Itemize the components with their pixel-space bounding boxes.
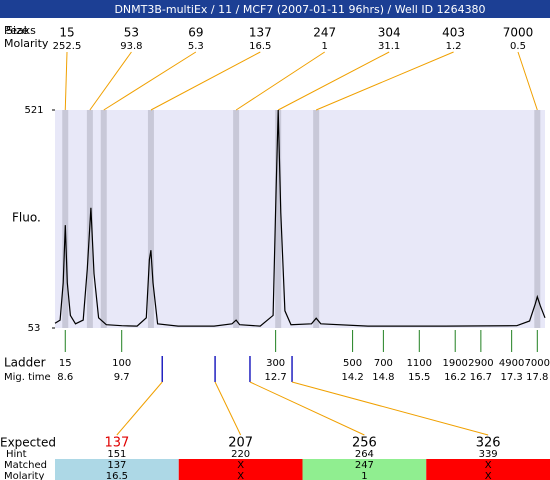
expected-size: 326: [476, 436, 501, 451]
expected-connector: [214, 381, 242, 436]
row-label: Size: [6, 24, 29, 37]
expected-size: 137: [104, 436, 129, 451]
peak-size: 304: [378, 26, 401, 40]
hint: 264: [355, 449, 374, 460]
ladder-size: 2900: [468, 358, 493, 369]
expected-connector: [249, 381, 365, 436]
peak-connector: [235, 51, 325, 111]
match-cell: [178, 459, 303, 480]
ladder-size: 100: [112, 358, 131, 369]
peak-connector: [277, 51, 390, 111]
y-tick-label: 53: [28, 323, 41, 334]
expected-connector: [291, 381, 489, 436]
ladder-time: 9.7: [114, 372, 130, 383]
peak-size: 7000: [503, 26, 534, 40]
peak-connector: [315, 51, 454, 111]
ladder-time: 17.8: [526, 372, 548, 383]
peak-molarity: 16.5: [249, 41, 271, 52]
ladder-time: 14.8: [372, 372, 394, 383]
title-bar: [0, 0, 550, 18]
peak-size: 137: [249, 26, 272, 40]
plot-area: [55, 110, 545, 328]
peak-band: [534, 110, 541, 328]
matched-molarity: X: [237, 471, 244, 480]
matched-molarity: 16.5: [106, 471, 128, 480]
matched-molarity: 1: [361, 471, 367, 480]
peak-molarity: 1: [322, 41, 328, 52]
peak-size: 15: [59, 26, 74, 40]
peak-molarity: 31.1: [378, 41, 400, 52]
peak-size: 403: [442, 26, 465, 40]
row-label: Peaks: [4, 24, 36, 37]
ladder-time: 16.2: [444, 372, 466, 383]
y-axis-label: Fluo.: [12, 211, 41, 225]
peak-connector: [517, 51, 538, 111]
trace: [54, 109, 546, 327]
ladder-time: 8.6: [57, 372, 73, 383]
y-tick-label: 521: [24, 105, 43, 116]
ladder-time: 12.7: [264, 372, 286, 383]
hint: 339: [479, 449, 498, 460]
peak-band: [100, 110, 107, 328]
match-cell: [426, 459, 550, 480]
row-label: Matched: [4, 460, 47, 471]
ladder-size: 4900: [499, 358, 524, 369]
hint: 220: [231, 449, 250, 460]
row-label: Ladder: [4, 356, 46, 370]
expected-connector: [116, 381, 163, 436]
ladder-size: 7000: [525, 358, 550, 369]
matched: X: [485, 460, 492, 471]
matched: X: [237, 460, 244, 471]
ladder-size: 500: [343, 358, 362, 369]
row-label: Expected: [0, 436, 56, 450]
ladder-size: 1100: [407, 358, 432, 369]
ladder-time: 14.2: [341, 372, 363, 383]
hint: 151: [107, 449, 126, 460]
row-label: Mig. time: [4, 372, 51, 383]
peak-size: 53: [124, 26, 139, 40]
ladder-size: 700: [374, 358, 393, 369]
row-label: Hint: [6, 449, 27, 460]
ladder-size: 15: [59, 358, 72, 369]
peak-band: [313, 110, 320, 328]
peak-connector: [103, 51, 197, 111]
ladder-time: 15.5: [408, 372, 430, 383]
row-label: Molarity: [4, 471, 44, 480]
peak-molarity: 0.5: [510, 41, 526, 52]
match-cell: [302, 459, 427, 480]
peak-connector: [64, 51, 68, 111]
peak-molarity: 252.5: [53, 41, 82, 52]
peak-size: 247: [313, 26, 336, 40]
peak-connector: [89, 51, 132, 111]
matched: 247: [355, 460, 374, 471]
ladder-time: 16.7: [470, 372, 492, 383]
ladder-size: 1900: [442, 358, 467, 369]
matched-molarity: X: [485, 471, 492, 480]
title: DNMT3B-multiEx / 11 / MCF7 (2007-01-11 9…: [114, 3, 485, 16]
peak-band: [233, 110, 240, 328]
peak-molarity: 93.8: [120, 41, 142, 52]
peak-molarity: 5.3: [188, 41, 204, 52]
peak-size: 69: [188, 26, 203, 40]
ladder-time: 17.3: [501, 372, 523, 383]
peak-band: [62, 110, 69, 328]
ladder-size: 300: [266, 358, 285, 369]
peak-band: [147, 110, 154, 328]
peak-molarity: 1.2: [446, 41, 462, 52]
expected-size: 207: [228, 436, 253, 451]
peak-connector: [150, 51, 261, 111]
peak-band: [275, 110, 282, 328]
expected-size: 256: [352, 436, 377, 451]
match-cell: [55, 459, 179, 480]
matched: 137: [107, 460, 126, 471]
row-label: Molarity: [4, 37, 49, 50]
